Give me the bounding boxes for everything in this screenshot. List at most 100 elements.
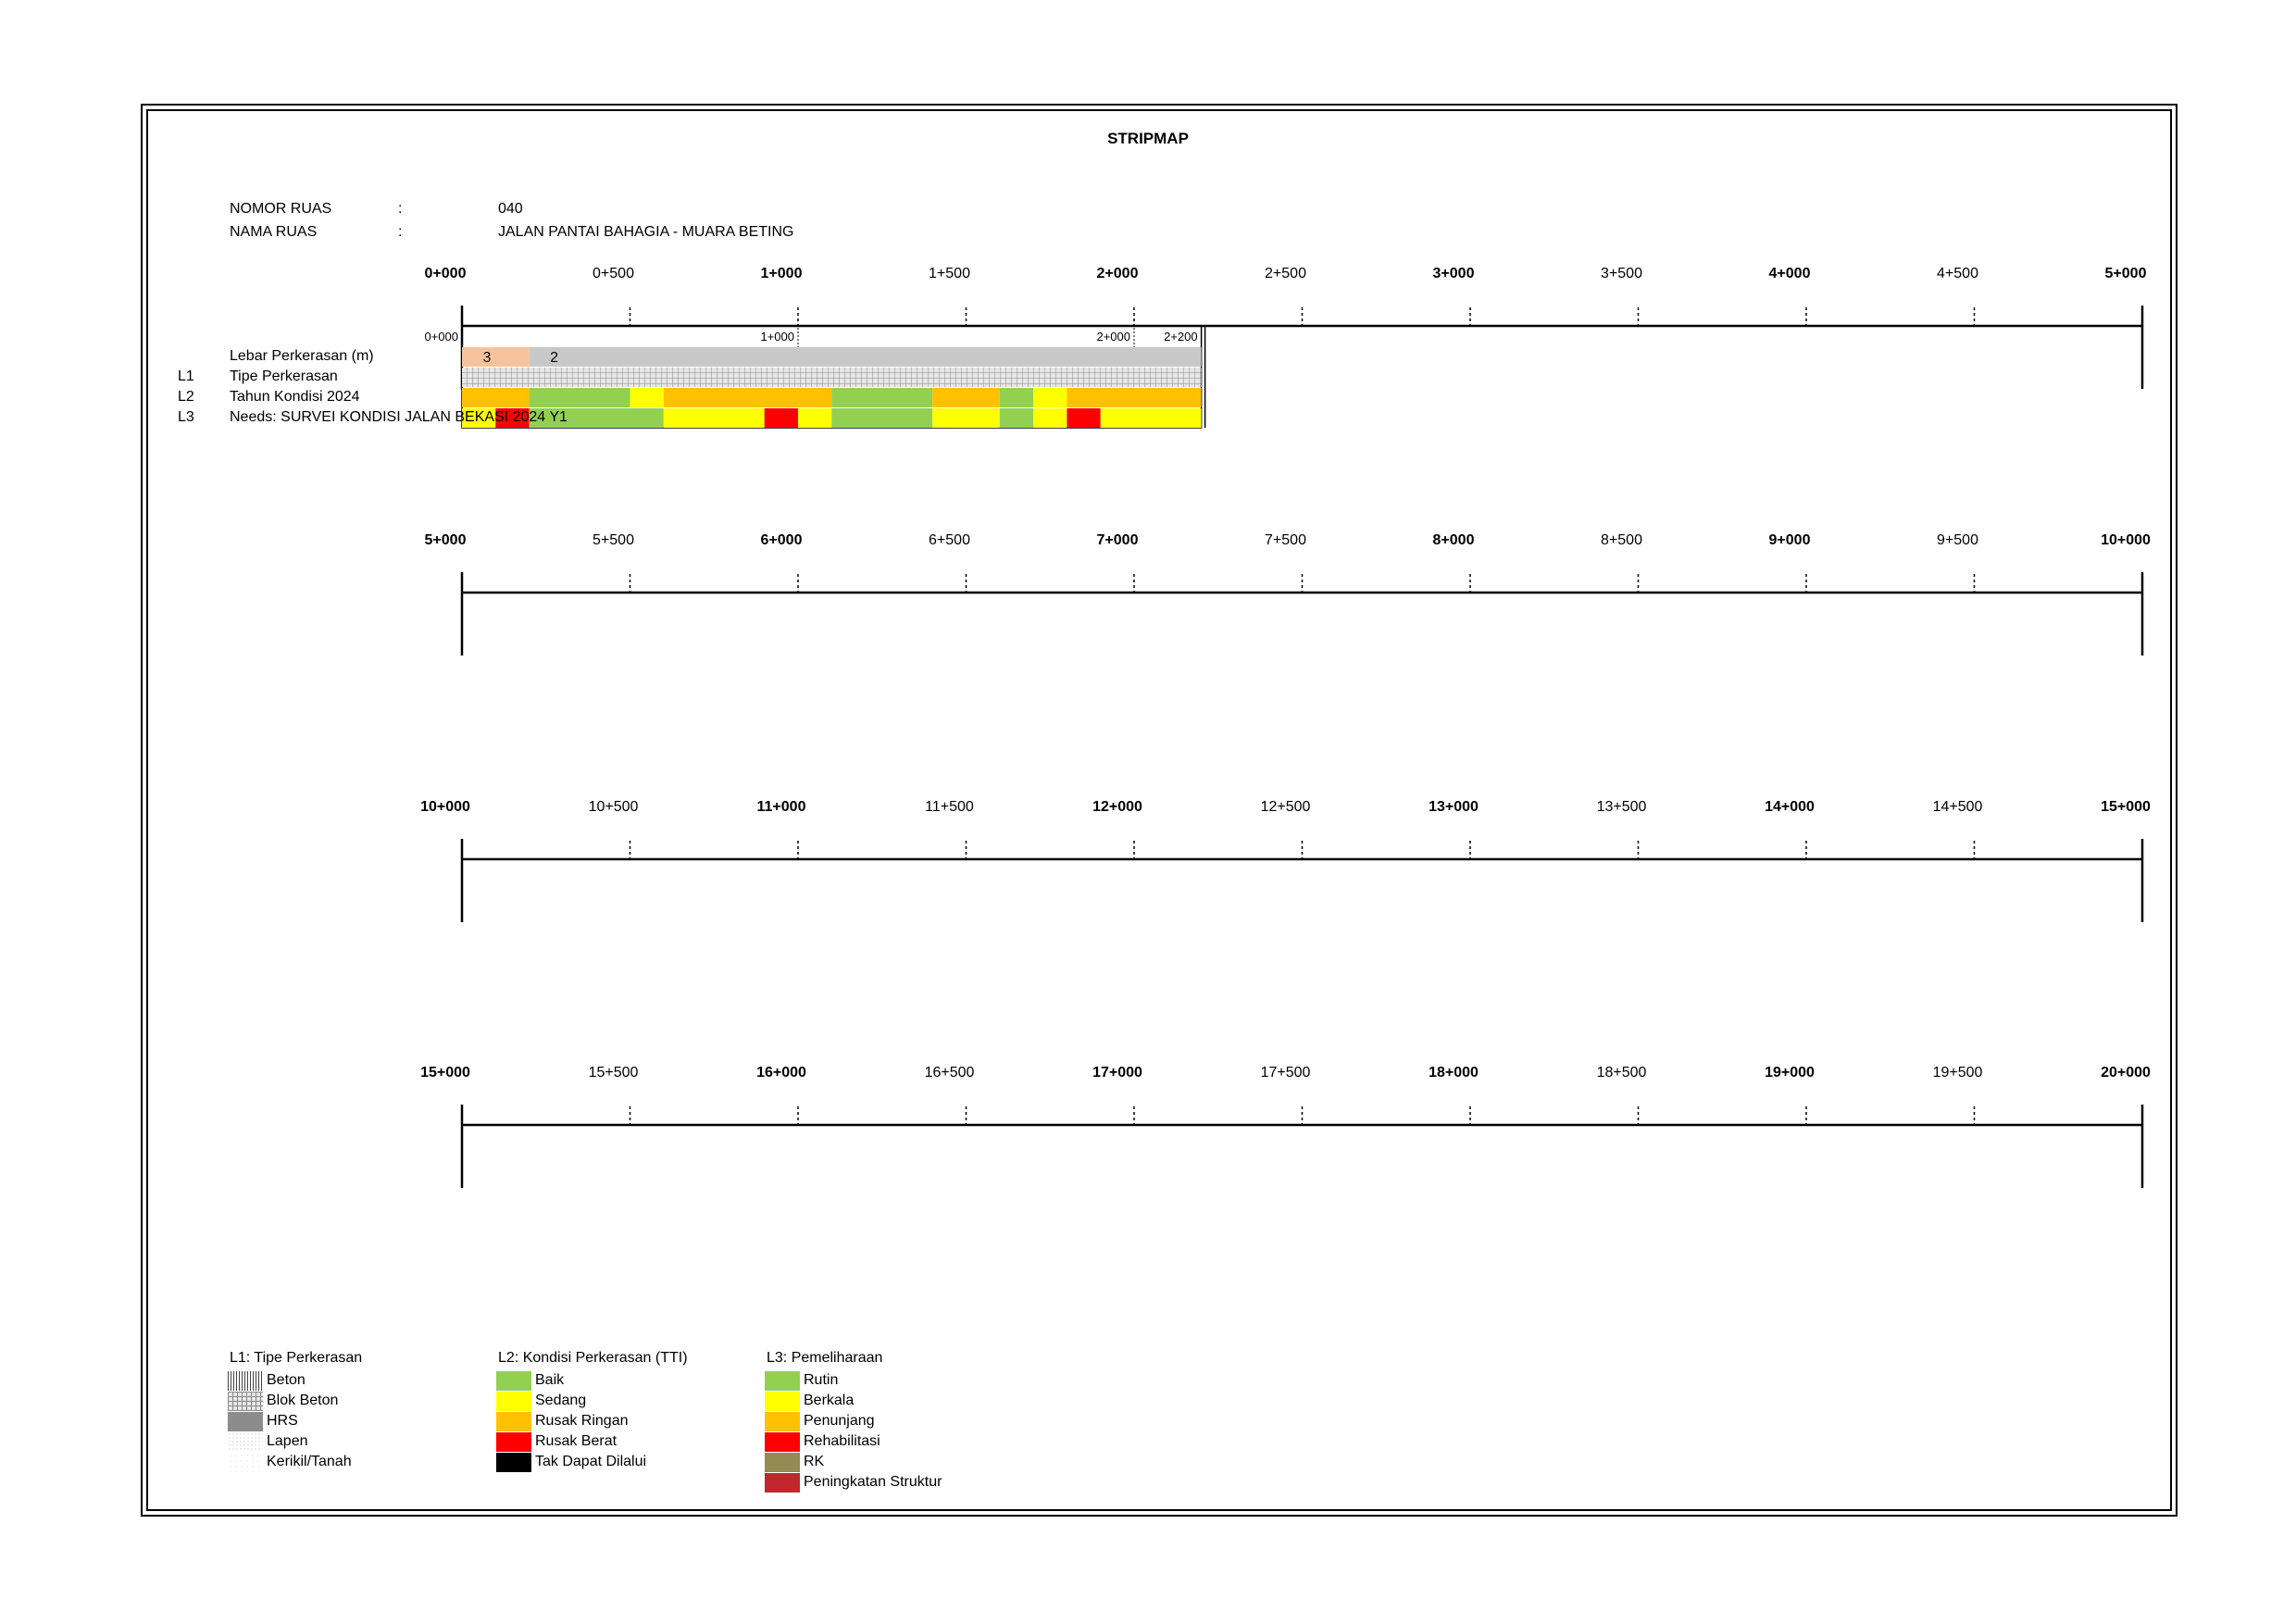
scale-1: 5+000 5+500 6+000 6+500 7+000 7+500 8+000 8+500… <box>425 532 2151 656</box>
scale-3: 15+000 15+500 16+000 16+500 17+000 17+500 18+0… <box>420 1065 2151 1188</box>
scale-tick-label: 15+500 <box>589 1065 639 1081</box>
section-mark-label: 1+000 <box>760 330 794 344</box>
width-segment-value: 3 <box>483 350 492 366</box>
legend-item-label: RK <box>804 1454 825 1469</box>
row-label-width: Lebar Perkerasan (m) <box>230 348 374 364</box>
legend-swatch <box>765 1453 800 1472</box>
scale-tick-label: 15+000 <box>2101 799 2151 815</box>
scale-tick-label: 14+000 <box>1765 799 1815 815</box>
scale-tick-label: 11+500 <box>925 799 974 815</box>
row-code-l2: L2 <box>178 389 194 405</box>
scale-tick-label: 16+500 <box>925 1065 975 1081</box>
scale-tick-label: 5+000 <box>425 532 467 548</box>
legend-item-label: Blok Beton <box>267 1393 339 1408</box>
row-code-l1: L1 <box>178 369 194 384</box>
scale-tick-label: 5+000 <box>2105 266 2147 281</box>
legend-item-label: Lapen <box>267 1433 308 1449</box>
page-frame-outer <box>141 104 2177 1517</box>
scale-tick-label: 0+500 <box>593 266 634 281</box>
legend-item-label: Rusak Ringan <box>535 1413 629 1429</box>
legend-item-label: Rusak Berat <box>535 1433 618 1449</box>
scale-tick-label: 19+000 <box>1765 1065 1815 1081</box>
l2-segment <box>663 388 832 407</box>
page-title: STRIPMAP <box>1107 130 1189 147</box>
l3-segment <box>999 408 1034 428</box>
legend-item-label: Peningkatan Struktur <box>804 1474 942 1490</box>
width-segment-value: 2 <box>550 350 558 366</box>
section-mark-label: 0+000 <box>424 330 458 344</box>
row-label-l2: Tahun Kondisi 2024 <box>230 389 360 405</box>
width-segment <box>529 347 1202 367</box>
legend-swatch <box>765 1371 800 1391</box>
legend-swatch <box>765 1473 800 1493</box>
legend-item-label: Rutin <box>804 1372 839 1388</box>
l3-segment <box>462 408 496 428</box>
legend-swatch <box>228 1392 263 1411</box>
l2-segment <box>529 388 630 407</box>
scale-tick-label: 6+000 <box>761 532 803 548</box>
l3-segment <box>1033 408 1067 428</box>
legend-item-label: Penunjang <box>804 1413 875 1429</box>
scale-tick-label: 17+000 <box>1092 1065 1142 1081</box>
legend-title-l1: L1: Tipe Perkerasan <box>230 1350 363 1366</box>
l2-segment <box>630 388 664 407</box>
row-label-l3: Needs: SURVEI KONDISI JALAN BEKASI 2024 … <box>230 409 568 425</box>
scale-tick-label: 12+000 <box>1092 799 1142 815</box>
page-frame-inner <box>146 109 2172 1511</box>
legend-item-label: Rehabilitasi <box>804 1433 880 1449</box>
legend-swatch <box>496 1392 531 1411</box>
scale-tick-label: 10+000 <box>2101 532 2151 548</box>
scale-tick-label: 1+000 <box>761 266 803 281</box>
scale-tick-label: 14+500 <box>1933 799 1983 815</box>
nama-ruas-label: NAMA RUAS <box>230 224 318 240</box>
scale-tick-label: 11+000 <box>757 799 806 815</box>
legend-item-label: Baik <box>535 1372 565 1388</box>
l3-segment <box>764 408 798 428</box>
legend-swatch <box>765 1392 800 1411</box>
l2-segment <box>999 388 1034 407</box>
scale-tick-label: 12+500 <box>1261 799 1311 815</box>
scale-tick-label: 13+500 <box>1597 799 1647 815</box>
scale-tick-label: 18+500 <box>1597 1065 1647 1081</box>
scale-tick-label: 2+000 <box>1097 266 1139 281</box>
row-code-l3: L3 <box>178 409 194 425</box>
nama-ruas-value: JALAN PANTAI BAHAGIA - MUARA BETING <box>498 224 794 240</box>
legend-item-label: Sedang <box>535 1393 587 1408</box>
legend-item-label: Berkala <box>804 1393 855 1408</box>
scale-tick-label: 3+500 <box>1601 266 1642 281</box>
section-mark-label: 2+000 <box>1096 330 1130 344</box>
scale-2: 10+000 10+500 11+000 11+500 12+000 12+500 13+0… <box>420 799 2151 922</box>
scale-tick-label: 8+500 <box>1601 532 1642 548</box>
section-mark-label: 2+200 <box>1164 330 1198 344</box>
l3-segment <box>932 408 1000 428</box>
l2-segment <box>831 388 933 407</box>
scale-tick-label: 2+500 <box>1265 266 1306 281</box>
legend-swatch <box>228 1453 263 1472</box>
scale-tick-label: 4+500 <box>1937 266 1978 281</box>
nomor-ruas-label: NOMOR RUAS <box>230 201 332 217</box>
legend-swatch <box>228 1371 263 1391</box>
l3-segment <box>495 408 530 428</box>
legend-swatch <box>228 1432 263 1452</box>
legend-item-label: Kerikil/Tanah <box>267 1454 352 1469</box>
l3-segment <box>1100 408 1202 428</box>
l2-segment <box>932 388 1000 407</box>
scale-tick-label: 18+000 <box>1429 1065 1479 1081</box>
scale-tick-label: 15+000 <box>420 1065 470 1081</box>
l3-segment <box>663 408 765 428</box>
scale-tick-label: 6+500 <box>929 532 970 548</box>
legend-swatch <box>496 1432 531 1452</box>
scale-tick-label: 19+500 <box>1933 1065 1983 1081</box>
l2-segment <box>1033 388 1067 407</box>
scale-tick-label: 20+000 <box>2101 1065 2151 1081</box>
scale-tick-label: 7+000 <box>1097 532 1139 548</box>
legend-swatch <box>496 1371 531 1391</box>
width-segment <box>462 347 530 367</box>
scale-tick-label: 1+500 <box>929 266 970 281</box>
nama-ruas-colon: : <box>398 224 403 240</box>
scale-tick-label: 8+000 <box>1433 532 1475 548</box>
scale-tick-label: 13+000 <box>1429 799 1479 815</box>
scale-tick-label: 7+500 <box>1265 532 1306 548</box>
scale-tick-label: 9+000 <box>1769 532 1811 548</box>
legend-swatch <box>496 1453 531 1472</box>
